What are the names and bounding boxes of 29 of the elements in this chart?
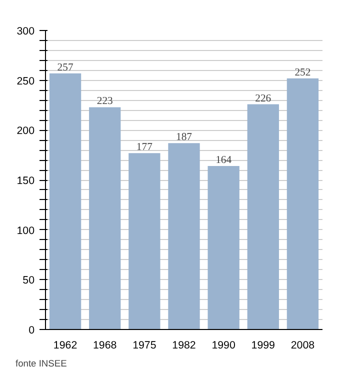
x-tick-label: 1999 [251,340,276,352]
y-tick-label: 150 [16,175,35,187]
y-tick-label: 250 [16,75,35,88]
data-label: 164 [216,155,232,166]
data-label: 257 [57,62,74,74]
bar [128,153,160,330]
y-tick-label: 200 [16,125,35,138]
y-tick-label: 0 [28,324,35,336]
data-label: 223 [96,96,113,108]
bar [208,166,240,330]
source-note: fonte INSEE [16,358,67,368]
data-label: 187 [176,132,193,144]
x-tick-label: 1982 [172,340,196,352]
x-tick-label: 1990 [212,340,236,352]
y-tick-label: 100 [16,224,35,237]
bar [168,143,200,330]
data-label: 177 [136,142,154,154]
y-tick-label: 300 [16,26,35,38]
bar [49,73,82,330]
x-tick-label: 2008 [290,340,315,352]
data-label: 226 [255,93,272,104]
y-tick-label: 50 [22,274,35,287]
x-tick-label: 1975 [132,340,156,352]
bar [286,78,319,330]
bar [247,104,279,330]
bar [89,107,121,330]
x-tick-label: 1962 [53,340,78,352]
x-tick-label: 1968 [93,340,117,352]
data-label: 252 [294,67,311,78]
